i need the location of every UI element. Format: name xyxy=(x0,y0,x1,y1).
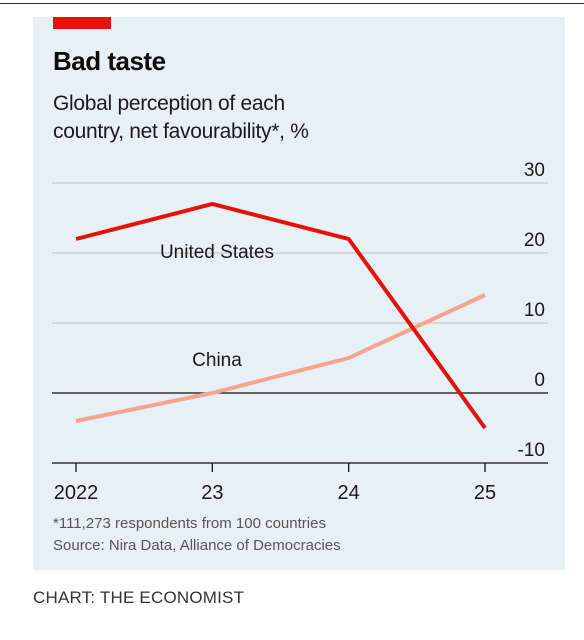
footnote: *111,273 respondents from 100 countries … xyxy=(53,513,341,557)
series-line-china xyxy=(75,293,486,423)
y-tick-labels: 30 20 10 0 -10 xyxy=(518,160,545,461)
y-tick-label-20: 20 xyxy=(524,230,545,251)
series-label-united-states: United States xyxy=(160,242,274,263)
economist-red-tab xyxy=(53,17,111,29)
series-label-china: China xyxy=(192,350,242,371)
y-tick-label--10: -10 xyxy=(518,440,545,461)
series-labels: United States China xyxy=(160,242,274,371)
chart-subtitle: Global perception of each country, net f… xyxy=(53,92,309,143)
series-line-united-states xyxy=(75,201,487,430)
x-tick-label-24: 24 xyxy=(338,482,360,504)
chart-panel xyxy=(33,17,565,570)
series-lines xyxy=(75,201,487,430)
source-note: Source: Nira Data, Alliance of Democraci… xyxy=(53,537,341,554)
y-tick-label-30: 30 xyxy=(524,160,545,181)
gridlines xyxy=(52,182,548,464)
y-tick-label-10: 10 xyxy=(524,300,545,321)
x-tick-label-25: 25 xyxy=(474,482,496,504)
x-tick-label-23: 23 xyxy=(201,482,223,504)
y-tick-label-0: 0 xyxy=(534,370,545,391)
chart-credit: CHART: THE ECONOMIST xyxy=(33,588,245,607)
x-tick-label-2022: 2022 xyxy=(54,482,99,504)
top-rule xyxy=(0,3,584,4)
respondents-note: *111,273 respondents from 100 countries xyxy=(53,515,326,532)
chart-title: Bad taste xyxy=(53,46,166,76)
x-axis: 2022 23 24 25 xyxy=(54,463,496,504)
